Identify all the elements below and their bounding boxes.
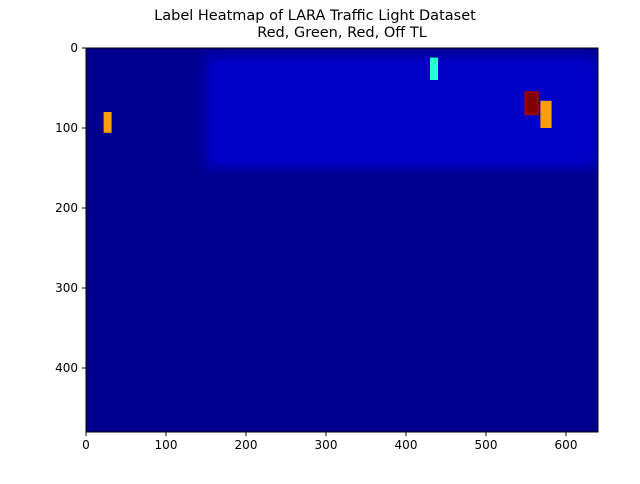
y-tick-label: 0 (70, 41, 78, 55)
plot-frame (85, 47, 599, 433)
x-tick-label: 300 (315, 438, 338, 452)
x-tick-label: 0 (82, 438, 90, 452)
heatmap-hotspot-0 (103, 112, 112, 133)
x-tick-label: 200 (235, 438, 258, 452)
y-tick-label: 200 (55, 201, 78, 215)
heatmap-hotspot-core-2 (526, 93, 537, 114)
x-axis: 0 100 200 300 400 500 600 (82, 432, 577, 452)
y-axis: 0 100 200 300 400 (55, 41, 86, 375)
heatmap-hotspot-3 (540, 100, 552, 128)
y-tick-label: 400 (55, 361, 78, 375)
y-tick-label: 300 (55, 281, 78, 295)
x-tick-label: 500 (475, 438, 498, 452)
chart-subtitle: Red, Green, Red, Off TL (257, 25, 427, 41)
x-tick-label: 600 (555, 438, 578, 452)
x-tick-label: 400 (395, 438, 418, 452)
y-tick-label: 100 (55, 121, 78, 135)
diffuse-layer (206, 56, 598, 168)
heatmap-diffuse-region-0 (206, 56, 598, 168)
x-tick-label: 100 (155, 438, 178, 452)
hotspot-layer (103, 57, 552, 133)
heatmap-hotspot-1 (430, 57, 438, 80)
chart-title: Label Heatmap of LARA Traffic Light Data… (154, 8, 476, 24)
